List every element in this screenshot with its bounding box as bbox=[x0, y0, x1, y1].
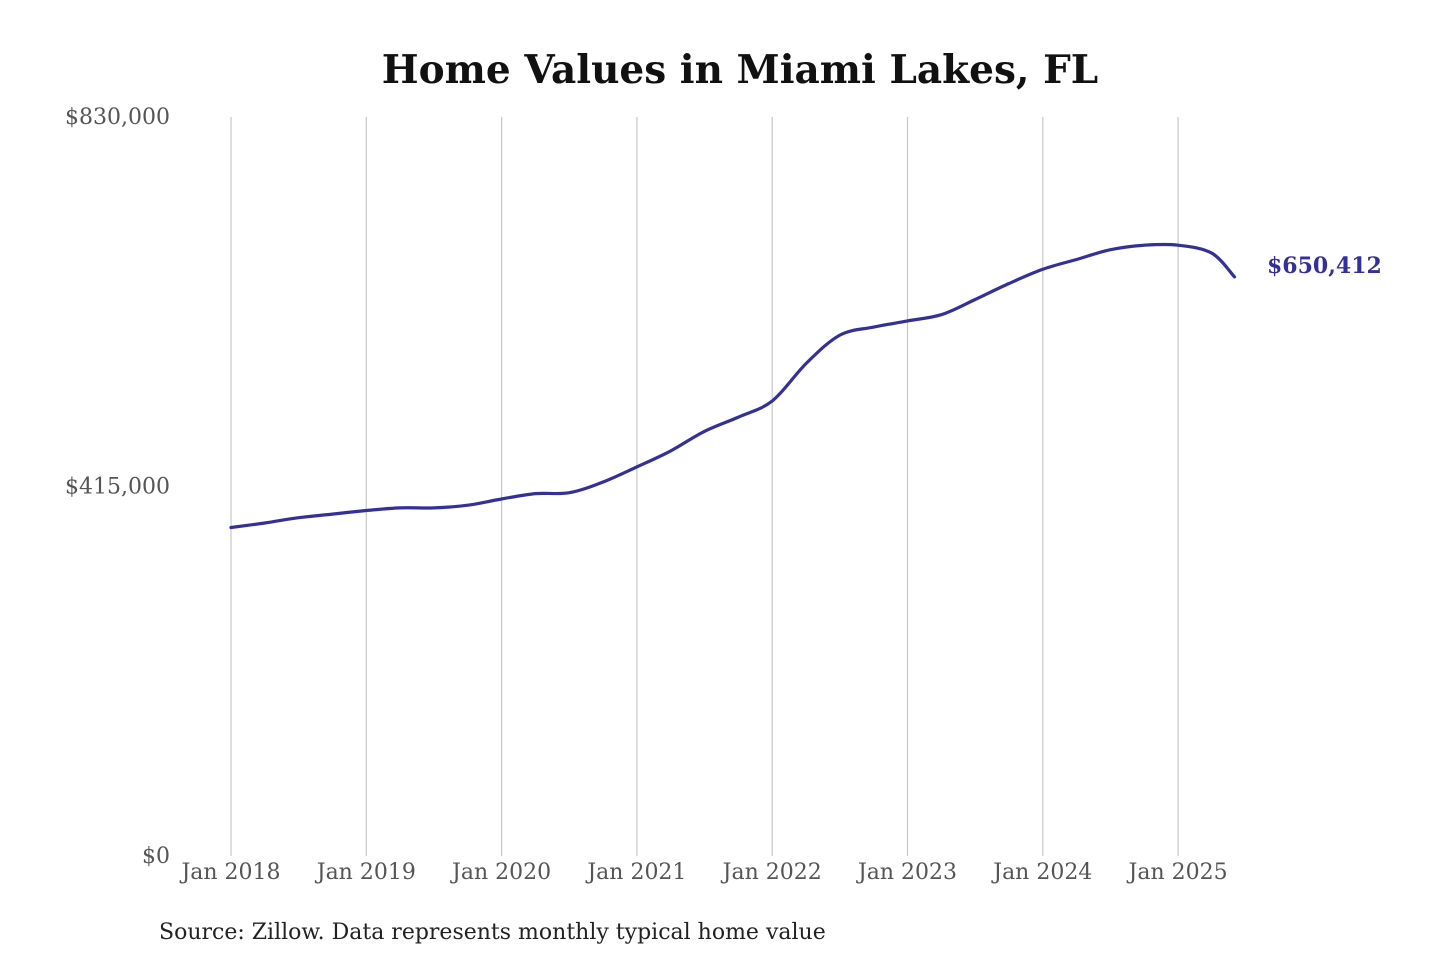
source-note: Source: Zillow. Data represents monthly … bbox=[159, 920, 826, 945]
x-tick-label: Jan 2021 bbox=[585, 860, 686, 885]
y-tick-label: $415,000 bbox=[65, 475, 170, 500]
x-tick-label: Jan 2018 bbox=[179, 860, 280, 885]
series-layer bbox=[229, 242, 1237, 530]
x-tick-label: Jan 2025 bbox=[1127, 860, 1228, 885]
x-tick-label: Jan 2019 bbox=[315, 860, 416, 885]
x-tick-label: Jan 2020 bbox=[450, 860, 551, 885]
chart-title: Home Values in Miami Lakes, FL bbox=[382, 47, 1098, 93]
y-tick-label: $0 bbox=[142, 844, 170, 869]
series-line bbox=[229, 242, 1237, 530]
x-axis-tick-labels: Jan 2018 Jan 2019 Jan 2020 Jan 2021 Jan 2022… bbox=[179, 860, 1227, 885]
y-tick-label: $830,000 bbox=[65, 105, 170, 130]
x-tick-label: Jan 2022 bbox=[721, 860, 822, 885]
x-tick-label: Jan 2023 bbox=[856, 860, 957, 885]
x-gridlines bbox=[230, 117, 1179, 856]
y-axis-tick-labels: $0 $415,000 $830,000 bbox=[65, 105, 170, 869]
end-value-label: $650,412 bbox=[1267, 253, 1382, 279]
x-tick-label: Jan 2024 bbox=[991, 860, 1092, 885]
